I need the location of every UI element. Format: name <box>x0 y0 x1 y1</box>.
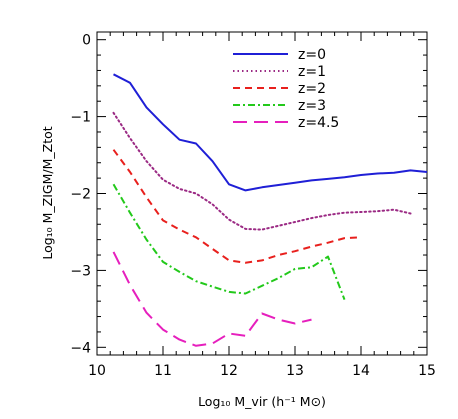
axis-tick-labels: 10 11 12 13 14 15 0 −1 −2 −3 −4 <box>70 33 436 379</box>
y-axis-label: Log₁₀ M_ZIGM/M_Ztot <box>40 126 55 259</box>
y-tick-label: −3 <box>70 263 91 279</box>
x-tick-label: 11 <box>154 363 172 379</box>
x-tick-label: 14 <box>352 363 370 379</box>
plot-frame <box>96 31 428 356</box>
x-axis-label: Log₁₀ M_vir (h⁻¹ M⊙) <box>198 394 326 409</box>
x-tick-label: 13 <box>286 363 304 379</box>
series-line-5 <box>112 251 312 347</box>
legend-label: z=1 <box>298 64 326 80</box>
series-lines <box>112 73 428 347</box>
series-line-2 <box>112 111 412 231</box>
y-tick-label: 0 <box>82 33 91 49</box>
series-line-4 <box>112 183 346 300</box>
axis-ticks <box>96 32 428 355</box>
legend: z=0z=1z=2z=3z=4.5 <box>233 47 339 131</box>
y-tick-label: −4 <box>70 340 91 356</box>
legend-label: z=3 <box>298 98 326 114</box>
x-tick-label: 15 <box>418 363 436 379</box>
legend-label: z=2 <box>298 81 326 97</box>
series-line-3 <box>112 149 362 264</box>
x-tick-label: 10 <box>88 363 106 379</box>
legend-label: z=0 <box>298 47 326 63</box>
x-tick-label: 12 <box>220 363 238 379</box>
y-tick-label: −1 <box>70 110 91 126</box>
y-tick-label: −2 <box>70 187 91 203</box>
legend-label: z=4.5 <box>298 115 339 131</box>
series-line-1 <box>113 73 428 192</box>
